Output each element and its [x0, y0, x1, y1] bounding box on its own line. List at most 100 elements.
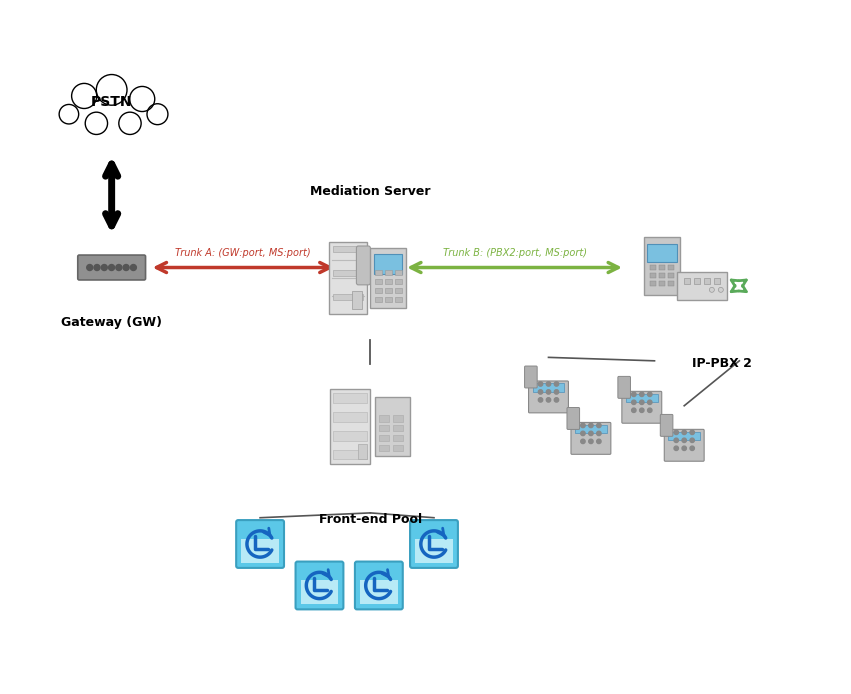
FancyBboxPatch shape	[385, 297, 391, 303]
Circle shape	[640, 400, 644, 405]
Circle shape	[597, 439, 601, 443]
FancyBboxPatch shape	[665, 430, 704, 462]
FancyBboxPatch shape	[374, 288, 382, 294]
Circle shape	[580, 439, 585, 443]
FancyBboxPatch shape	[334, 412, 368, 422]
FancyBboxPatch shape	[625, 393, 658, 403]
FancyBboxPatch shape	[374, 254, 403, 274]
Circle shape	[674, 430, 678, 434]
FancyBboxPatch shape	[393, 435, 403, 441]
Circle shape	[674, 446, 678, 450]
FancyBboxPatch shape	[618, 376, 631, 398]
Circle shape	[101, 264, 107, 271]
FancyBboxPatch shape	[374, 396, 409, 457]
FancyBboxPatch shape	[374, 271, 382, 276]
FancyBboxPatch shape	[714, 278, 720, 284]
Circle shape	[648, 400, 652, 405]
FancyBboxPatch shape	[355, 561, 403, 609]
FancyBboxPatch shape	[380, 425, 389, 432]
Circle shape	[580, 423, 585, 428]
Circle shape	[539, 390, 543, 394]
FancyBboxPatch shape	[650, 273, 656, 278]
FancyBboxPatch shape	[295, 561, 344, 609]
FancyBboxPatch shape	[393, 415, 403, 421]
Circle shape	[682, 446, 687, 450]
FancyBboxPatch shape	[677, 272, 727, 300]
FancyBboxPatch shape	[352, 291, 363, 309]
FancyBboxPatch shape	[329, 242, 368, 314]
FancyBboxPatch shape	[659, 265, 665, 271]
FancyBboxPatch shape	[330, 389, 370, 464]
FancyBboxPatch shape	[694, 278, 700, 284]
Circle shape	[116, 264, 122, 271]
Circle shape	[87, 264, 93, 271]
Text: PSTN: PSTN	[91, 95, 133, 109]
Bar	[69, 108, 154, 124]
FancyBboxPatch shape	[395, 271, 402, 276]
Circle shape	[631, 392, 636, 396]
Circle shape	[554, 390, 558, 394]
Text: Mediation Server: Mediation Server	[310, 185, 431, 198]
Text: Front-end Pool: Front-end Pool	[319, 513, 422, 526]
FancyBboxPatch shape	[650, 281, 656, 287]
Circle shape	[690, 446, 694, 450]
Circle shape	[682, 438, 687, 443]
Circle shape	[718, 287, 723, 292]
FancyBboxPatch shape	[395, 280, 402, 285]
Circle shape	[690, 430, 694, 434]
Circle shape	[580, 431, 585, 436]
FancyBboxPatch shape	[334, 294, 363, 300]
Circle shape	[546, 390, 551, 394]
Circle shape	[94, 264, 100, 271]
FancyBboxPatch shape	[650, 265, 656, 271]
Text: Gateway (GW): Gateway (GW)	[61, 316, 163, 329]
Circle shape	[682, 430, 687, 434]
FancyBboxPatch shape	[659, 273, 665, 278]
FancyBboxPatch shape	[237, 520, 284, 568]
FancyBboxPatch shape	[393, 425, 403, 432]
FancyBboxPatch shape	[524, 366, 537, 388]
Circle shape	[554, 398, 558, 402]
Circle shape	[71, 83, 97, 108]
Circle shape	[147, 103, 168, 125]
Circle shape	[648, 392, 652, 396]
Circle shape	[554, 382, 558, 386]
Circle shape	[674, 438, 678, 443]
Circle shape	[597, 423, 601, 428]
FancyBboxPatch shape	[385, 271, 391, 276]
FancyBboxPatch shape	[334, 270, 363, 276]
FancyBboxPatch shape	[660, 414, 673, 437]
FancyBboxPatch shape	[360, 580, 397, 604]
Text: Trunk B: (PBX2:port, MS:port): Trunk B: (PBX2:port, MS:port)	[443, 248, 586, 257]
FancyBboxPatch shape	[385, 280, 391, 285]
FancyBboxPatch shape	[528, 381, 568, 413]
FancyBboxPatch shape	[370, 248, 406, 307]
Circle shape	[648, 408, 652, 412]
Circle shape	[640, 392, 644, 396]
FancyBboxPatch shape	[334, 393, 368, 403]
FancyBboxPatch shape	[644, 237, 680, 295]
Circle shape	[96, 74, 127, 105]
FancyBboxPatch shape	[410, 520, 458, 568]
Text: IP-PBX 2: IP-PBX 2	[693, 357, 752, 371]
FancyBboxPatch shape	[668, 281, 674, 287]
FancyBboxPatch shape	[395, 297, 402, 303]
Circle shape	[631, 408, 636, 412]
FancyBboxPatch shape	[357, 246, 370, 285]
Circle shape	[539, 398, 543, 402]
FancyBboxPatch shape	[668, 265, 674, 271]
FancyBboxPatch shape	[334, 246, 363, 252]
FancyBboxPatch shape	[380, 435, 389, 441]
FancyBboxPatch shape	[659, 281, 665, 287]
FancyBboxPatch shape	[704, 278, 710, 284]
FancyBboxPatch shape	[334, 431, 368, 441]
Circle shape	[546, 382, 551, 386]
FancyBboxPatch shape	[575, 425, 607, 433]
FancyBboxPatch shape	[358, 444, 368, 459]
Circle shape	[640, 408, 644, 412]
FancyBboxPatch shape	[385, 288, 391, 294]
Circle shape	[546, 398, 551, 402]
Text: Trunk A: (GW:port, MS:port): Trunk A: (GW:port, MS:port)	[175, 248, 311, 257]
FancyBboxPatch shape	[668, 432, 700, 440]
FancyBboxPatch shape	[684, 278, 690, 284]
